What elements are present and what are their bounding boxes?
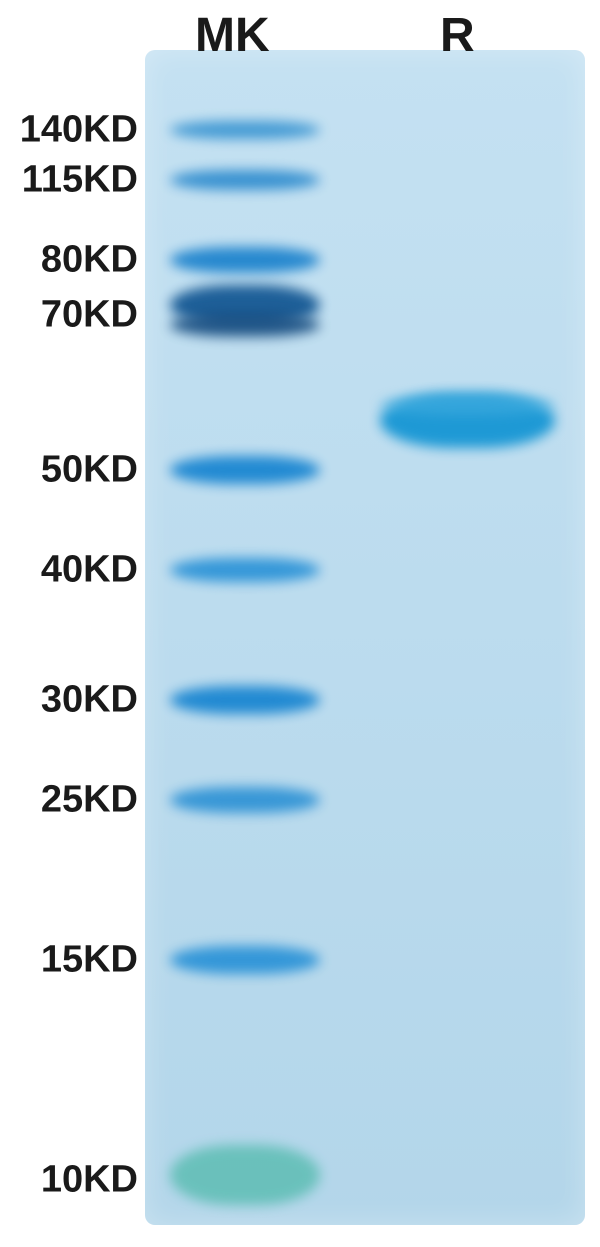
lane-header-r: R — [440, 8, 475, 63]
mw-label: 15KD — [41, 939, 138, 982]
lane-header-mk: MK — [195, 8, 270, 63]
marker-band — [170, 247, 320, 273]
sample-band — [380, 395, 555, 415]
gel-background — [145, 50, 585, 1225]
marker-band — [170, 1145, 320, 1205]
mw-label: 40KD — [41, 549, 138, 592]
marker-band — [170, 686, 320, 714]
mw-label: 140KD — [20, 109, 138, 152]
marker-band — [170, 558, 320, 582]
marker-band — [170, 313, 320, 337]
mw-label: 80KD — [41, 239, 138, 282]
mw-label: 30KD — [41, 679, 138, 722]
marker-band — [170, 170, 320, 190]
mw-label: 70KD — [41, 294, 138, 337]
marker-band — [170, 121, 320, 139]
marker-band — [170, 456, 320, 484]
mw-label: 115KD — [22, 159, 138, 202]
mw-label: 10KD — [41, 1159, 138, 1202]
mw-label: 50KD — [41, 449, 138, 492]
marker-band — [170, 946, 320, 974]
mw-label: 25KD — [41, 779, 138, 822]
marker-band — [170, 787, 320, 813]
